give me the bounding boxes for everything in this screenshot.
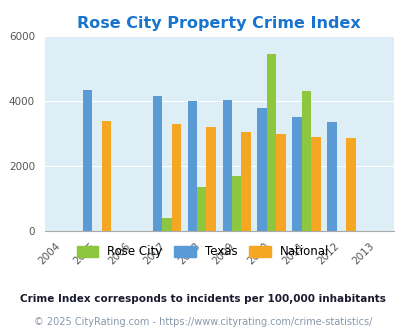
Bar: [257, 108, 266, 231]
Bar: [231, 176, 241, 231]
Bar: [276, 134, 285, 231]
Legend: Rose City, Texas, National: Rose City, Texas, National: [72, 241, 333, 263]
Bar: [241, 132, 250, 231]
Bar: [222, 100, 231, 231]
Bar: [311, 137, 320, 231]
Bar: [83, 90, 92, 231]
Title: Rose City Property Crime Index: Rose City Property Crime Index: [77, 16, 360, 31]
Text: © 2025 CityRating.com - https://www.cityrating.com/crime-statistics/: © 2025 CityRating.com - https://www.city…: [34, 317, 371, 327]
Bar: [196, 187, 206, 231]
Bar: [326, 122, 336, 231]
Bar: [171, 124, 181, 231]
Bar: [301, 91, 311, 231]
Bar: [266, 54, 276, 231]
Bar: [345, 138, 355, 231]
Bar: [162, 218, 171, 231]
Bar: [187, 101, 196, 231]
Bar: [152, 96, 162, 231]
Bar: [292, 117, 301, 231]
Bar: [102, 121, 111, 231]
Text: Crime Index corresponds to incidents per 100,000 inhabitants: Crime Index corresponds to incidents per…: [20, 294, 385, 304]
Bar: [206, 127, 215, 231]
